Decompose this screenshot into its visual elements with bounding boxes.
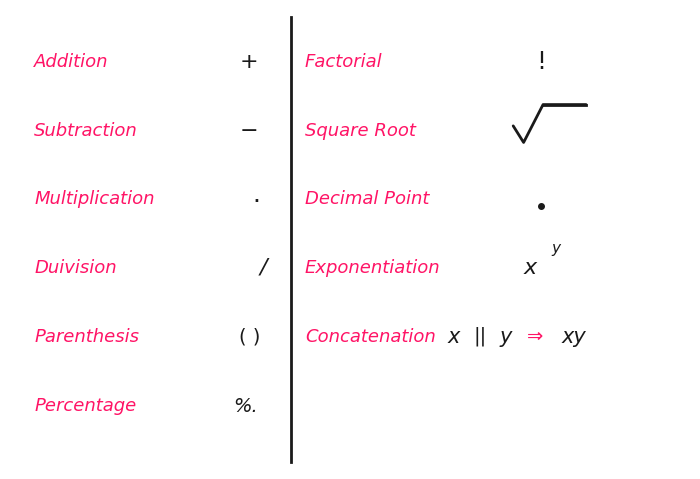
Text: Duivision: Duivision	[34, 259, 117, 277]
Text: x: x	[447, 327, 460, 346]
Text: ||: ||	[474, 327, 487, 346]
Text: Percentage: Percentage	[34, 397, 137, 415]
Text: ⇒: ⇒	[527, 327, 543, 346]
Text: Subtraction: Subtraction	[34, 122, 138, 139]
Text: xy: xy	[562, 327, 587, 346]
Text: Square Root: Square Root	[305, 122, 416, 139]
Text: Multiplication: Multiplication	[34, 190, 155, 208]
Text: +: +	[240, 52, 258, 72]
Text: −: −	[240, 121, 258, 141]
Text: !: !	[536, 50, 546, 74]
Text: Factorial: Factorial	[305, 53, 382, 71]
Text: Exponentiation: Exponentiation	[305, 259, 440, 277]
Text: ( ): ( )	[239, 327, 260, 346]
Text: /: /	[260, 258, 267, 278]
Text: y: y	[499, 327, 512, 346]
Text: %.: %.	[234, 397, 258, 416]
Text: Parenthesis: Parenthesis	[34, 328, 139, 345]
Text: Addition: Addition	[34, 53, 108, 71]
Text: ·: ·	[252, 190, 260, 214]
Text: x: x	[524, 258, 537, 278]
Text: y: y	[552, 241, 561, 256]
Text: Concatenation: Concatenation	[305, 328, 435, 345]
Text: Decimal Point: Decimal Point	[305, 190, 429, 208]
